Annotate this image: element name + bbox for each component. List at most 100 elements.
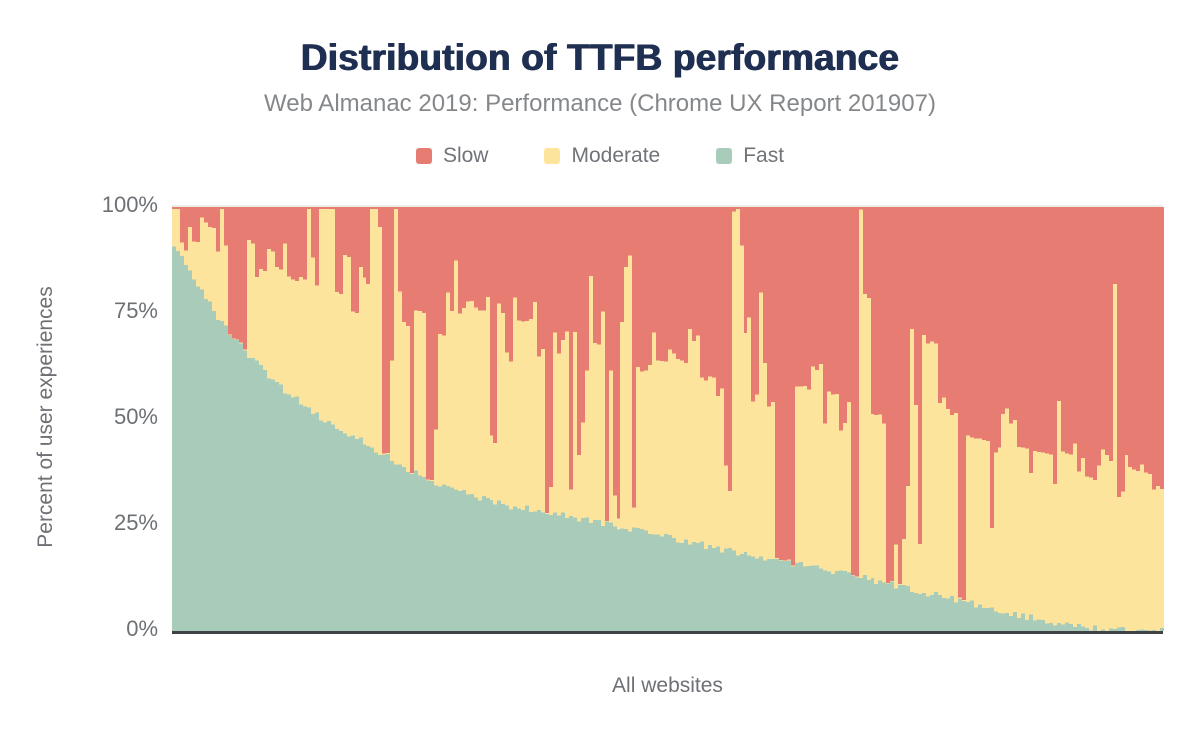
stacked-bar xyxy=(1132,207,1137,631)
stacked-bar xyxy=(953,207,958,631)
y-axis-title: Percent of user experiences xyxy=(34,286,57,548)
stacked-bar xyxy=(549,207,553,631)
stacked-bar xyxy=(1116,207,1121,631)
stacked-bar xyxy=(247,207,252,631)
stacked-bar xyxy=(394,207,399,631)
y-tick-100: 100% xyxy=(101,192,158,217)
stacked-bar xyxy=(961,207,966,631)
stacked-bar xyxy=(945,207,950,631)
stacked-bar xyxy=(378,207,383,631)
slow-swatch-icon xyxy=(415,148,432,164)
legend: Slow Moderate Fast xyxy=(0,144,1200,168)
stacked-bar xyxy=(291,207,296,631)
legend-item-moderate: Moderate xyxy=(544,144,660,168)
stacked-bar xyxy=(489,207,494,631)
stacked-bar xyxy=(263,207,268,631)
stacked-bar xyxy=(826,207,831,631)
stacked-bar xyxy=(493,207,498,631)
stacked-bar xyxy=(211,207,216,631)
stacked-bar xyxy=(1025,207,1030,631)
stacked-bar xyxy=(422,207,426,631)
stacked-bar xyxy=(449,207,454,631)
stacked-bar xyxy=(414,207,419,631)
x-axis-title: All websites xyxy=(612,674,723,697)
stacked-bar xyxy=(299,207,303,631)
stacked-bar xyxy=(203,207,208,631)
stacked-bar xyxy=(751,207,756,631)
stacked-bar xyxy=(410,207,415,631)
stacked-bar xyxy=(469,207,474,631)
stacked-bar xyxy=(680,207,684,631)
stacked-bar xyxy=(406,207,411,631)
stacked-bar xyxy=(330,207,335,631)
stacked-bar xyxy=(398,207,403,631)
stacked-bar xyxy=(255,207,260,631)
stacked-bar xyxy=(1037,207,1042,631)
stacked-bar xyxy=(1045,207,1050,631)
stacked-bar xyxy=(525,207,530,631)
stacked-bar xyxy=(541,207,546,631)
stacked-bar xyxy=(223,207,228,631)
stacked-bar xyxy=(1120,207,1125,631)
stacked-bar xyxy=(997,207,1002,631)
stacked-bar xyxy=(537,207,542,631)
stacked-bar xyxy=(656,207,661,631)
stacked-bar xyxy=(191,207,196,631)
stacked-bar xyxy=(1053,207,1058,631)
stacked-bar xyxy=(1088,207,1093,631)
stacked-bar xyxy=(683,207,688,631)
stacked-bar xyxy=(584,207,589,631)
legend-label-moderate: Moderate xyxy=(571,144,661,167)
stacked-bar xyxy=(660,207,665,631)
stacked-bar xyxy=(628,207,633,631)
stacked-bar xyxy=(338,207,343,631)
stacked-bar xyxy=(346,207,351,631)
stacked-bar xyxy=(747,207,752,631)
stacked-bar xyxy=(822,207,827,631)
stacked-bar xyxy=(418,207,423,631)
stacked-bar xyxy=(382,207,387,631)
stacked-bar xyxy=(810,207,815,631)
stacked-bar xyxy=(302,207,307,631)
moderate-swatch-icon xyxy=(544,148,561,164)
stacked-bar xyxy=(775,207,780,631)
stacked-bar xyxy=(187,207,192,631)
stacked-bar xyxy=(461,207,466,631)
stacked-bar xyxy=(672,207,677,631)
stacked-bar xyxy=(271,207,276,631)
stacked-bar xyxy=(314,207,319,631)
stacked-bar xyxy=(1104,207,1109,631)
stacked-bar xyxy=(1084,207,1089,631)
stacked-bar xyxy=(930,207,934,631)
stacked-bar xyxy=(1128,207,1133,631)
stacked-bar xyxy=(1029,207,1034,631)
stacked-bar xyxy=(842,207,847,631)
legend-label-fast: Fast xyxy=(743,144,785,167)
stacked-bar xyxy=(497,207,502,631)
stacked-bar xyxy=(521,207,526,631)
stacked-bar xyxy=(795,207,800,631)
stacked-bar xyxy=(624,207,629,631)
stacked-bar xyxy=(616,207,621,631)
stacked-bar xyxy=(596,207,601,631)
stacked-bar xyxy=(239,207,244,631)
fast-swatch-icon xyxy=(716,148,733,164)
stacked-bar xyxy=(235,207,240,631)
stacked-bar xyxy=(473,207,478,631)
stacked-bar xyxy=(763,207,768,631)
stacked-bar xyxy=(600,207,605,631)
stacked-bar xyxy=(560,207,565,631)
stacked-bar xyxy=(695,207,700,631)
stacked-bar xyxy=(1064,207,1069,631)
stacked-bar xyxy=(1108,207,1113,631)
stacked-bar xyxy=(1068,207,1073,631)
stacked-bar xyxy=(691,207,696,631)
stacked-bar xyxy=(941,207,946,631)
stacked-bar xyxy=(1057,207,1061,631)
stacked-bar xyxy=(807,207,811,631)
stacked-bar xyxy=(632,207,637,631)
stacked-bar xyxy=(267,207,272,631)
stacked-bar xyxy=(374,207,379,631)
stacked-bar xyxy=(195,207,200,631)
legend-label-slow: Slow xyxy=(442,144,489,167)
